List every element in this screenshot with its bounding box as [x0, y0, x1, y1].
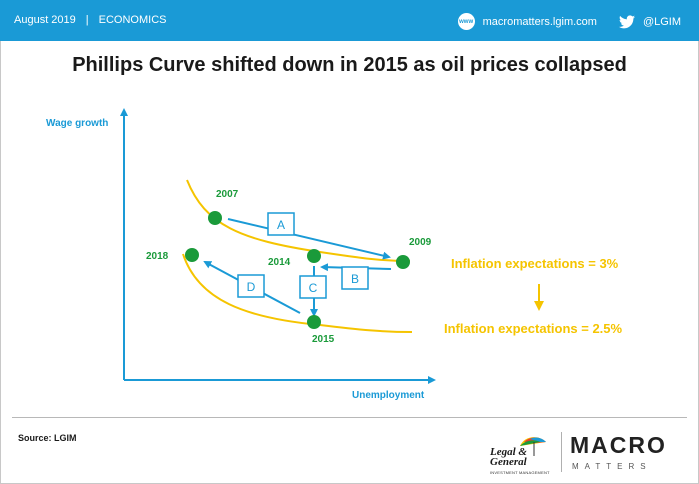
label-2018: 2018: [146, 251, 169, 262]
step-label-b: B: [351, 272, 359, 286]
globe-icon: www: [457, 13, 475, 30]
label-2015: 2015: [312, 334, 335, 345]
step-box-d: D: [237, 274, 265, 298]
lower-phillips-curve: [182, 253, 413, 333]
y-axis-label: Wage growth: [46, 118, 108, 129]
website-link[interactable]: macromatters.lgim.com: [482, 15, 597, 28]
expectations-high-label: Inflation expectations = 3%: [451, 256, 619, 271]
footer-divider: [12, 417, 687, 418]
legal-general-umbrella-icon: [520, 437, 546, 456]
point-2015: [307, 315, 321, 329]
expectations-low-label: Inflation expectations = 2.5%: [444, 321, 623, 336]
lg-name-line2: General: [490, 456, 527, 468]
label-2009: 2009: [409, 237, 432, 248]
lg-subtitle: INVESTMENT MANAGEMENT: [490, 470, 550, 475]
macro-matters-logo-subtitle: MATTERS: [572, 462, 652, 471]
x-axis-label: Unemployment: [352, 390, 425, 401]
step-label-d: D: [247, 280, 256, 294]
step-box-c: C: [299, 275, 327, 299]
step-box-a: A: [267, 212, 295, 236]
step-label-c: C: [309, 281, 318, 295]
step-label-a: A: [277, 218, 285, 232]
point-2007: [208, 211, 222, 225]
step-box-b: B: [341, 266, 369, 290]
macro-matters-logo-title: MACRO: [570, 432, 667, 458]
twitter-icon[interactable]: [618, 14, 635, 29]
point-2009: [396, 255, 410, 269]
point-2014: [307, 249, 321, 263]
header-left: August 2019 | ECONOMICS: [14, 14, 166, 26]
lg-name-line1: Legal &: [490, 446, 527, 458]
point-2018: [185, 248, 199, 262]
logo-divider: [561, 432, 562, 472]
label-2014: 2014: [268, 257, 291, 268]
page-title: Phillips Curve shifted down in 2015 as o…: [72, 54, 627, 76]
arrow-a: [227, 218, 391, 260]
source-note: Source: LGIM: [18, 433, 77, 443]
header-right: www macromatters.lgim.com @LGIM: [457, 13, 681, 30]
header-separator: |: [85, 14, 89, 26]
header-date: August 2019: [14, 14, 76, 26]
top-bar: August 2019 | ECONOMICS www macromatters…: [0, 0, 699, 41]
legal-general-logo-text: Legal & General: [490, 446, 527, 468]
header-section: ECONOMICS: [98, 14, 167, 26]
twitter-handle[interactable]: @LGIM: [642, 15, 681, 28]
label-2007: 2007: [216, 189, 239, 200]
